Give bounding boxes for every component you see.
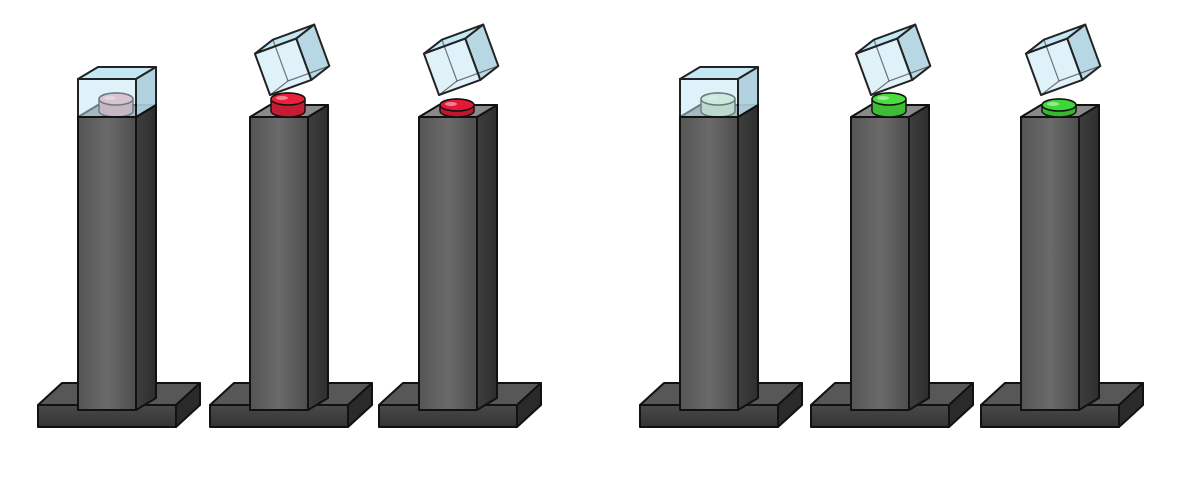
- pillar-front: [77, 116, 137, 411]
- pillar-front: [679, 116, 739, 411]
- pillar-front: [418, 116, 478, 411]
- glass-back-edge: [873, 39, 890, 82]
- pedestals: [37, 23, 1144, 428]
- button-highlight: [877, 96, 889, 100]
- glass-back-edge: [1058, 65, 1101, 82]
- pillar-side: [908, 104, 930, 411]
- glass-front: [77, 78, 137, 118]
- pillar-front: [249, 116, 309, 411]
- glass-back-edge: [438, 80, 458, 96]
- glass-cover-green-1[interactable]: [679, 66, 759, 118]
- glass-back-edge: [888, 65, 931, 82]
- pedestal-green-3: [980, 23, 1144, 428]
- glass-cover-red-2[interactable]: [253, 23, 331, 96]
- glass-cover-red-3[interactable]: [422, 23, 500, 96]
- button-cap: [270, 92, 306, 106]
- pillar-side: [135, 104, 157, 411]
- glass-back-edge: [456, 65, 499, 82]
- pedestal-red-2: [209, 23, 373, 428]
- glass-front: [679, 78, 739, 118]
- pedestal-red-1: [37, 66, 201, 428]
- button-cap: [439, 98, 475, 112]
- pedestal-green-1: [639, 66, 803, 428]
- glass-back-edge: [870, 80, 890, 96]
- pedestal-green-2: [810, 23, 974, 428]
- button-cap: [1041, 98, 1077, 112]
- glass-cover-green-3[interactable]: [1024, 23, 1102, 96]
- button-red-2[interactable]: [270, 92, 306, 118]
- pillar-front: [850, 116, 910, 411]
- glass-back-edge: [272, 39, 289, 82]
- pillar-side: [737, 104, 759, 411]
- button-highlight: [1047, 102, 1059, 106]
- pillar-side: [1078, 104, 1100, 411]
- glass-back-edge: [441, 39, 458, 82]
- glass-back-edge: [287, 65, 330, 82]
- pedestal-red-3: [378, 23, 542, 428]
- button-green-3[interactable]: [1041, 98, 1077, 118]
- button-highlight: [276, 96, 288, 100]
- glass-back-edge: [1040, 80, 1060, 96]
- button-highlight: [445, 102, 457, 106]
- button-green-2[interactable]: [871, 92, 907, 118]
- pillar-front: [1020, 116, 1080, 411]
- button-red-3[interactable]: [439, 98, 475, 118]
- pillar-side: [476, 104, 498, 411]
- glass-back-edge: [269, 80, 289, 96]
- button-cap: [871, 92, 907, 106]
- glass-back-edge: [1043, 39, 1060, 82]
- glass-cover-red-1[interactable]: [77, 66, 157, 118]
- glass-cover-green-2[interactable]: [854, 23, 932, 96]
- pillar-side: [307, 104, 329, 411]
